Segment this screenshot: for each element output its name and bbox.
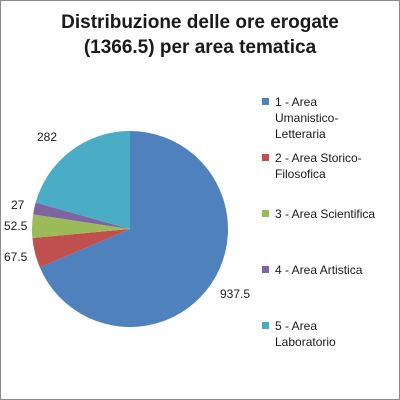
data-label-2: 67.5 xyxy=(4,250,28,264)
legend-label-3: 3 - Area Scientifica xyxy=(275,206,395,222)
data-label-3: 52.5 xyxy=(4,219,28,233)
pie-slice-2 xyxy=(32,229,130,268)
legend-swatch-5 xyxy=(262,322,269,329)
legend-label-5-line-1: 5 - Area xyxy=(275,319,318,333)
legend-swatch-2 xyxy=(262,154,269,161)
legend-swatch-1 xyxy=(262,98,269,105)
data-label-4: 27 xyxy=(11,198,25,212)
legend-label-4-line-1: 4 - Area Artistica xyxy=(275,263,363,277)
legend-item-1: 1 - Area Umanistico- Letteraria xyxy=(262,94,395,142)
pie-slice-1 xyxy=(39,131,228,328)
pie-slice-4 xyxy=(33,202,130,229)
legend-label-5-line-2: Laboratorio xyxy=(275,335,336,349)
legend-item-2: 2 - Area Storico- Filosofica xyxy=(262,150,395,182)
legend-label-1: 1 - Area Umanistico- Letteraria xyxy=(275,94,395,142)
legend-label-2-line-1: 2 - Area Storico- xyxy=(275,151,362,165)
legend-swatch-3 xyxy=(262,210,269,217)
data-label-5: 282 xyxy=(37,130,57,144)
chart-title-line-1: Distribuzione delle ore erogate xyxy=(61,12,339,33)
chart-title-line-2: (1366.5) per area tematica xyxy=(83,37,317,58)
legend-label-1-line-3: Letteraria xyxy=(275,127,326,141)
legend-label-5: 5 - Area Laboratorio xyxy=(275,318,395,350)
legend-label-2-line-2: Filosofica xyxy=(275,167,326,181)
legend-label-1-line-2: Umanistico- xyxy=(275,111,339,125)
legend-label-3-line-1: 3 - Area Scientifica xyxy=(275,207,376,221)
pie-slice-5 xyxy=(35,131,130,229)
legend-item-3: 3 - Area Scientifica xyxy=(262,206,395,222)
legend-item-4: 4 - Area Artistica xyxy=(262,262,395,278)
legend-label-4: 4 - Area Artistica xyxy=(275,262,395,278)
legend-item-5: 5 - Area Laboratorio xyxy=(262,318,395,350)
pie-slice-3 xyxy=(32,214,131,238)
data-label-1: 937.5 xyxy=(220,287,250,301)
legend-label-2: 2 - Area Storico- Filosofica xyxy=(275,150,395,182)
legend-swatch-4 xyxy=(262,266,269,273)
legend-label-1-line-1: 1 - Area xyxy=(275,95,318,109)
chart-title: Distribuzione delle ore erogate (1366.5)… xyxy=(0,10,400,60)
